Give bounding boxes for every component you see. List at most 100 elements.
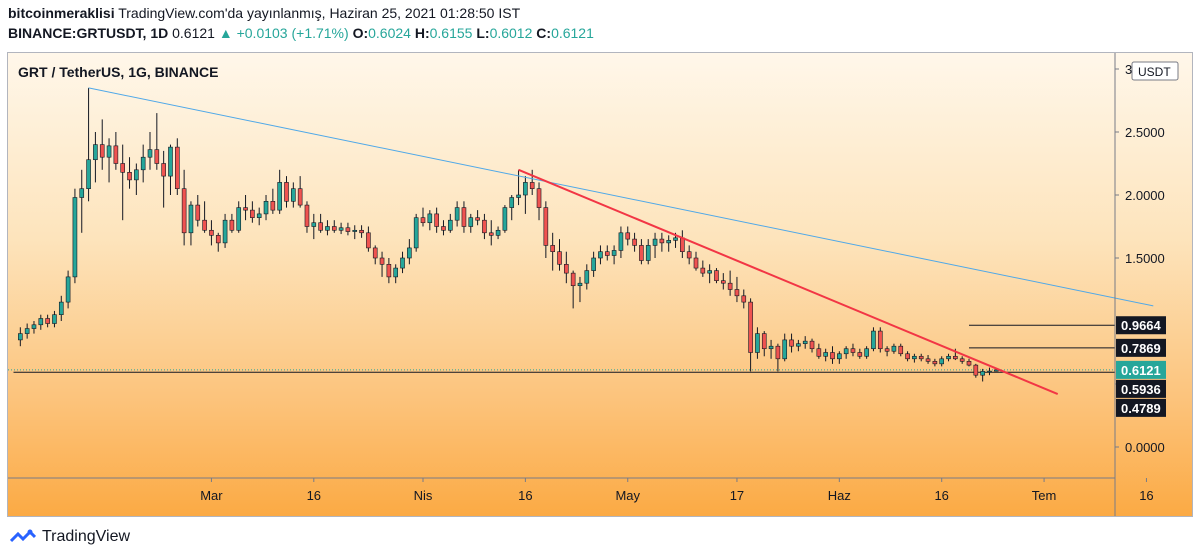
candle-body	[468, 217, 474, 227]
candle-body	[516, 194, 521, 198]
chart-panel[interactable]: 0.00000.50001.50002.00002.50003USDTMar16…	[7, 52, 1193, 517]
open-value: 0.6024	[368, 25, 411, 41]
candle-body	[366, 232, 371, 249]
candle	[181, 169, 187, 246]
candle	[877, 327, 883, 353]
candle-body	[222, 219, 228, 244]
candle	[720, 273, 726, 290]
candle-body	[925, 358, 931, 362]
candle	[604, 245, 610, 261]
candle	[632, 232, 637, 252]
candle-body	[134, 169, 139, 181]
candle-body	[755, 333, 760, 353]
candle	[707, 264, 712, 284]
candle	[564, 251, 569, 284]
candle-body	[359, 229, 364, 234]
candle	[755, 327, 760, 359]
candle	[427, 210, 433, 231]
candle-body	[584, 270, 590, 284]
candle-body	[372, 247, 378, 259]
candle	[973, 363, 979, 378]
candle-body	[79, 188, 85, 198]
candle	[127, 157, 132, 189]
last-price: 0.6121	[172, 25, 215, 41]
candle-body	[604, 251, 610, 256]
price-label: 0.6121	[1116, 360, 1166, 379]
candle-body	[243, 207, 248, 211]
candle	[857, 348, 863, 359]
candle	[625, 226, 631, 246]
candle	[482, 213, 487, 240]
candle-body	[140, 156, 146, 171]
candle-body	[864, 348, 869, 357]
candle-body	[543, 207, 549, 246]
candle-body	[850, 348, 856, 353]
y-tick-label: 1.5000	[1125, 251, 1165, 266]
low-value: 0.6012	[489, 25, 533, 41]
candle-body	[618, 232, 624, 251]
candle	[140, 144, 146, 183]
candle	[45, 314, 50, 328]
candle	[202, 201, 207, 233]
candle	[468, 213, 474, 233]
candle	[447, 213, 453, 233]
candle	[461, 201, 467, 233]
candle-body	[912, 355, 917, 360]
candle-body	[175, 146, 180, 190]
candle	[352, 225, 358, 240]
candle	[263, 195, 269, 221]
candle	[229, 213, 235, 233]
candle-body	[434, 213, 439, 227]
candle	[72, 188, 78, 284]
candle-body	[304, 204, 310, 227]
candle	[939, 356, 945, 367]
candle-body	[707, 270, 712, 274]
candle	[837, 351, 842, 364]
candle	[236, 201, 242, 233]
y-tick-label: 3	[1125, 62, 1132, 77]
footer: TradingView	[0, 520, 1200, 556]
candle-body	[686, 251, 692, 259]
price-label-text: 0.7869	[1121, 341, 1161, 356]
candle	[86, 87, 91, 202]
candle-body	[973, 364, 979, 376]
candle-body	[120, 163, 125, 173]
candle	[843, 346, 849, 359]
candle	[475, 210, 480, 226]
candle	[768, 339, 774, 359]
candle	[789, 333, 794, 353]
candle-body	[659, 238, 665, 244]
price-label-text: 0.4789	[1121, 401, 1161, 416]
price-label-bg	[1116, 360, 1166, 379]
candle-body	[891, 345, 897, 352]
tradingview-logo-icon	[10, 529, 36, 543]
candlestick-chart[interactable]: 0.00000.50001.50002.00002.50003USDTMar16…	[8, 53, 1193, 517]
candle	[372, 245, 378, 265]
candle	[796, 339, 801, 352]
publisher-name[interactable]: bitcoinmeraklisi	[8, 5, 115, 21]
candle	[727, 270, 733, 296]
candle-body	[570, 272, 576, 287]
candle	[639, 239, 644, 265]
candle	[58, 295, 64, 321]
candle-body	[823, 352, 828, 357]
candle	[318, 213, 323, 233]
candle-body	[325, 226, 330, 231]
candle	[693, 251, 699, 271]
candle-body	[413, 217, 419, 249]
candle-body	[980, 371, 985, 376]
candle-body	[550, 245, 555, 252]
candle-body	[591, 257, 596, 271]
candle	[331, 220, 337, 233]
tradingview-logo[interactable]: TradingView	[10, 528, 130, 546]
candle	[195, 195, 201, 227]
candle	[400, 251, 405, 274]
trendline-blue	[88, 87, 1154, 307]
candle-body	[454, 207, 460, 221]
candle-body	[427, 213, 433, 224]
candle-body	[147, 149, 153, 158]
symbol-name[interactable]: BINANCE:GRTUSDT, 1D	[8, 25, 169, 41]
candle-body	[741, 295, 747, 303]
candle	[871, 327, 876, 352]
candle-body	[632, 238, 637, 246]
